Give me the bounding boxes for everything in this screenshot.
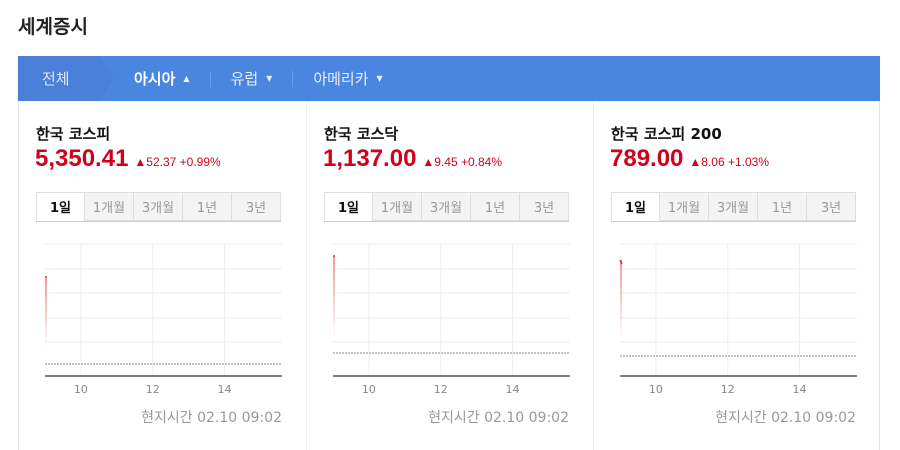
period-tab[interactable]: 3개월	[709, 192, 758, 221]
x-tick-label: 12	[146, 383, 160, 396]
period-tab[interactable]: 3년	[807, 192, 856, 221]
index-name[interactable]: 한국 코스닥	[324, 125, 399, 143]
local-time: 현지시간 02.10 09:02	[428, 410, 569, 426]
page-title: 세계증시	[18, 16, 88, 38]
local-time: 현지시간 02.10 09:02	[715, 410, 856, 426]
index-panel: 한국 코스피 5,350.41 ▲52.37 +0.99% 1일 1개월 3개월 1년 3…	[18, 101, 880, 450]
tab-america[interactable]: 아메리카 ▼	[293, 68, 402, 89]
price-area	[333, 256, 335, 338]
tab-label: 유럽	[230, 70, 259, 88]
index-change: ▲8.06 +1.03%	[689, 155, 770, 169]
intraday-chart: 10 12 14	[619, 243, 857, 396]
tab-label: 아메리카	[313, 70, 369, 88]
region-nav: 전체 아시아 ▲ 유럽 ▼ 아메리카 ▼	[18, 56, 880, 101]
index-change: ▲9.45 +0.84%	[422, 155, 503, 169]
period-tabs: 1일 1개월 3개월 1년 3년	[324, 192, 569, 222]
index-card[interactable]: 한국 코스피 5,350.41 ▲52.37 +0.99% 1일 1개월 3개월 1년 3…	[19, 101, 306, 450]
x-tick-label: 10	[74, 383, 88, 396]
index-card[interactable]: 한국 코스닥 1,137.00 ▲9.45 +0.84% 1일 1개월 3개월 1년 3년…	[306, 101, 593, 450]
index-price: 789.00	[610, 145, 684, 172]
period-tab[interactable]: 1년	[183, 192, 232, 221]
price-area	[45, 277, 47, 349]
intraday-chart: 10 12 14	[45, 243, 282, 396]
tab-europe[interactable]: 유럽 ▼	[211, 68, 293, 89]
index-change: ▲52.37 +0.99%	[134, 155, 221, 169]
period-tab[interactable]: 1년	[758, 192, 807, 221]
index-price: 1,137.00	[323, 145, 417, 172]
period-tabs: 1일 1개월 3개월 1년 3년	[611, 192, 856, 222]
period-tab[interactable]: 3년	[232, 192, 281, 221]
period-tab[interactable]: 3년	[520, 192, 569, 221]
divider	[292, 70, 294, 87]
period-tab[interactable]: 1개월	[660, 192, 709, 221]
x-tick-label: 12	[721, 383, 735, 396]
x-tick-label: 14	[218, 383, 232, 396]
divider	[209, 70, 211, 87]
index-card[interactable]: 한국 코스피 200 789.00 ▲8.06 +1.03% 1일 1개월 3개월 1년…	[593, 101, 880, 450]
index-name[interactable]: 한국 코스피 200	[611, 125, 722, 143]
tab-asia[interactable]: 아시아 ▲	[114, 68, 210, 89]
caret-down-icon: ▼	[266, 74, 273, 83]
local-time: 현지시간 02.10 09:02	[141, 410, 282, 426]
period-tab[interactable]: 1일	[611, 192, 660, 221]
period-tab[interactable]: 3개월	[134, 192, 183, 221]
x-tick-label: 12	[434, 383, 448, 396]
x-tick-label: 14	[793, 383, 807, 396]
period-tab[interactable]: 1일	[324, 192, 373, 221]
period-tab[interactable]: 1개월	[373, 192, 422, 221]
period-tab[interactable]: 1일	[36, 192, 85, 221]
x-tick-label: 14	[506, 383, 520, 396]
x-tick-label: 10	[649, 383, 663, 396]
period-tab[interactable]: 1년	[471, 192, 520, 221]
tab-all[interactable]: 전체	[18, 56, 114, 101]
x-tick-label: 10	[362, 383, 376, 396]
price-line	[619, 259, 623, 265]
period-tab[interactable]: 3개월	[422, 192, 471, 221]
index-name[interactable]: 한국 코스피	[36, 125, 111, 143]
caret-down-icon: ▼	[376, 74, 383, 83]
period-tab[interactable]: 1개월	[85, 192, 134, 221]
period-tabs: 1일 1개월 3개월 1년 3년	[36, 192, 281, 222]
tab-label: 아시아	[134, 70, 176, 88]
price-area	[620, 260, 622, 341]
intraday-chart: 10 12 14	[333, 243, 570, 396]
caret-up-icon: ▲	[183, 74, 190, 83]
index-price: 5,350.41	[35, 145, 129, 172]
